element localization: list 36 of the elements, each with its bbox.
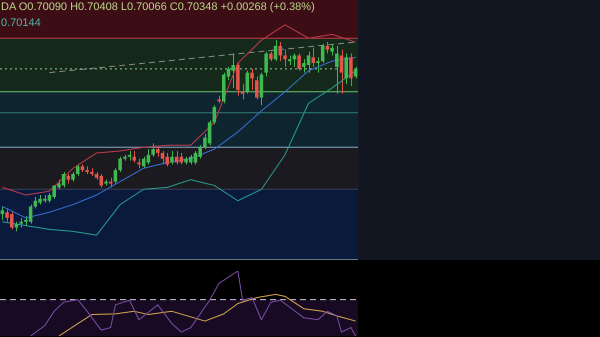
candlestick [274, 40, 278, 62]
candlestick [278, 42, 282, 62]
candlestick [108, 177, 112, 188]
candlestick [316, 56, 320, 74]
candlestick [128, 150, 132, 162]
candlestick [76, 164, 80, 176]
candlestick [269, 51, 273, 62]
candlestick [260, 72, 264, 106]
candlestick [114, 168, 118, 184]
candlestick [118, 156, 122, 173]
candlestick [250, 68, 254, 90]
candlestick [344, 53, 348, 85]
candlestick [137, 158, 141, 169]
text: DA O0.70090 H0.70408 L0.70066 C0.70348 +0.00268 (+0.38%) [1, 1, 315, 13]
candlestick [254, 76, 258, 100]
candlestick [320, 43, 324, 64]
candlestick [297, 53, 301, 72]
candlestick [132, 150, 136, 163]
candlestick [326, 42, 330, 54]
candlestick [0, 206, 4, 220]
candlestick [292, 53, 296, 68]
candlestick [71, 172, 75, 182]
candlestick [151, 142, 155, 158]
candlestick [330, 43, 334, 56]
text: 0.70144 [1, 17, 41, 29]
candlestick [264, 51, 268, 77]
candlestick [354, 66, 358, 79]
candlestick [66, 173, 70, 184]
candlestick [340, 49, 344, 94]
candlestick [335, 45, 339, 94]
candlestick [246, 70, 250, 94]
candlestick [311, 47, 316, 68]
candlestick [170, 150, 174, 165]
candlestick [349, 53, 353, 87]
candlestick [14, 221, 18, 232]
candlestick [283, 49, 287, 68]
